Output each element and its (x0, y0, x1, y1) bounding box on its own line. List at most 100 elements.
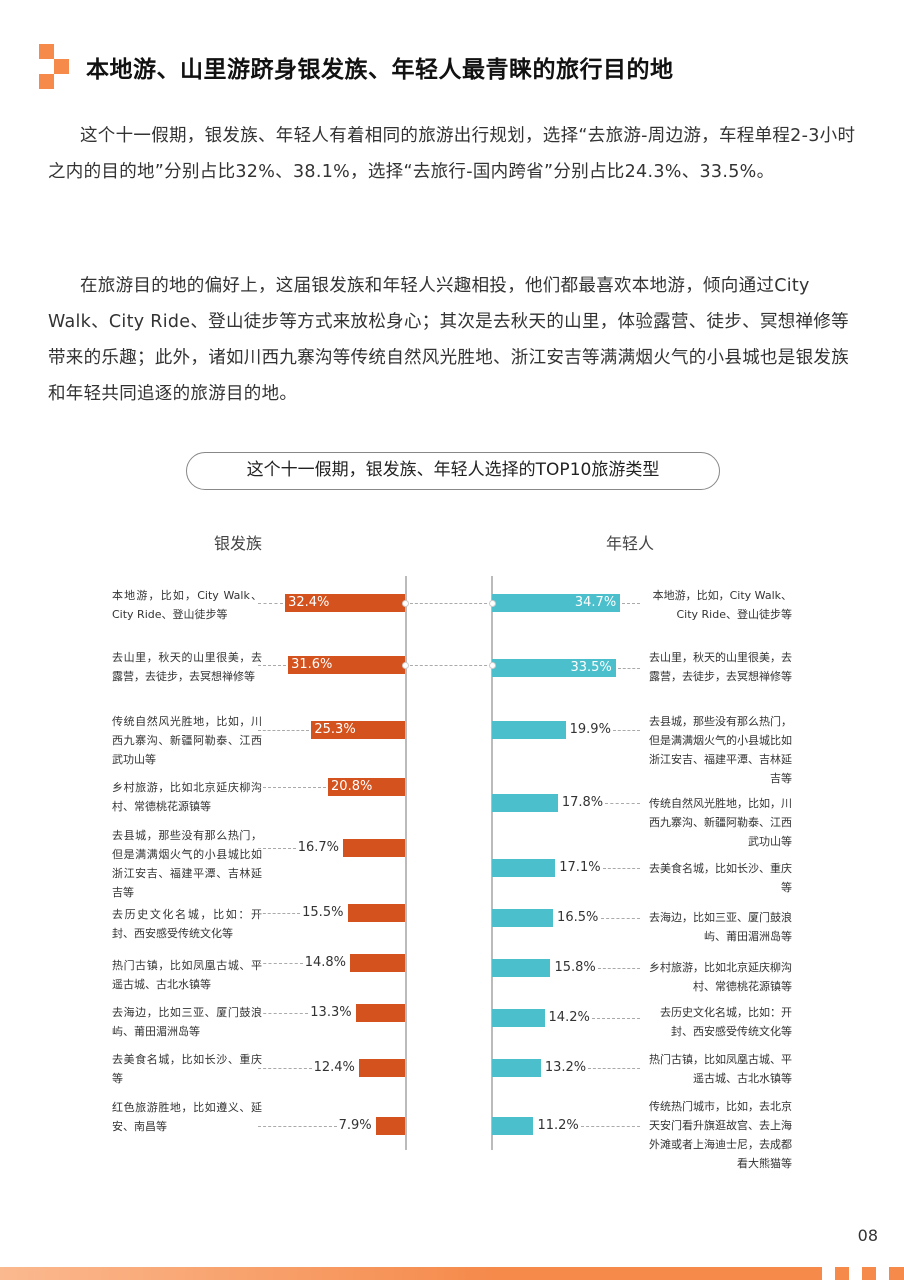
category-label: 热门古镇，比如凤凰古城、平遥古城、古北水镇等 (112, 959, 262, 991)
bar (343, 839, 405, 857)
data-label: 33.5% (570, 660, 612, 675)
data-label: 16.7% (297, 840, 340, 855)
category-label: 乡村旅游，比如北京延庆柳沟村、常德桃花源镇等 (112, 781, 262, 813)
bar (492, 794, 558, 812)
category-label: 传统自然风光胜地，比如，川西九寨沟、新疆阿勒泰、江西武功山等 (649, 797, 792, 848)
data-label: 25.3% (314, 722, 356, 737)
footer-square-icon (835, 1267, 849, 1280)
data-label: 14.8% (304, 955, 347, 970)
bar (492, 959, 551, 977)
bar (492, 659, 616, 677)
footer-square-icon (862, 1267, 876, 1280)
leader-line (258, 963, 303, 964)
data-label: 11.2% (537, 1118, 579, 1133)
data-label: 13.3% (310, 1005, 352, 1020)
left-axis (405, 576, 407, 1150)
right-axis (491, 576, 493, 1150)
paragraph: 在旅游目的地的偏好上，这届银发族和年轻人兴趣相投，他们都最喜欢本地游，倾向通过C… (48, 276, 849, 404)
leader-line (258, 665, 287, 666)
bar (355, 1004, 405, 1022)
axis-connector-line (405, 665, 492, 666)
leader-line (258, 787, 327, 788)
series-name-left: 银发族 (214, 534, 263, 553)
leader-line (258, 1013, 309, 1014)
category-label: 本地游，比如，City Walk、City Ride、登山徒步等 (652, 589, 792, 621)
leader-line (597, 968, 640, 969)
paragraph: 这个十一假期，银发族、年轻人有着相同的旅游出行规划，选择“去旅游-周边游，车程单… (48, 126, 856, 182)
bar (359, 1059, 405, 1077)
bar (311, 721, 405, 739)
connector-dot-icon (402, 600, 409, 607)
data-label: 19.9% (569, 722, 611, 737)
category-label: 传统自然风光胜地，比如，川西九寨沟、新疆阿勒泰、江西武功山等 (112, 715, 262, 766)
leader-line (613, 730, 640, 731)
footer-bar (0, 1267, 822, 1280)
series-name-right: 年轻人 (606, 534, 655, 553)
bar (492, 1059, 541, 1077)
data-label: 20.8% (331, 779, 373, 794)
bar (492, 721, 566, 739)
bar (347, 904, 405, 922)
data-label: 17.1% (559, 860, 601, 875)
leader-line (580, 1126, 640, 1127)
leader-line (602, 868, 640, 869)
category-label: 去海边，比如三亚、厦门鼓浪屿、莆田湄洲岛等 (112, 1006, 262, 1038)
bar (375, 1117, 405, 1135)
data-label: 13.2% (544, 1060, 587, 1075)
page-title: 本地游、山里游跻身银发族、年轻人最青睐的旅行目的地 (86, 57, 674, 83)
footer-square-icon (889, 1267, 904, 1280)
category-label: 去美食名城，比如长沙、重庆等 (112, 1053, 262, 1085)
data-label: 15.8% (554, 960, 596, 975)
logo-square-icon (39, 74, 54, 89)
connector-dot-icon (489, 662, 496, 669)
category-label: 热门古镇，比如凤凰古城、平遥古城、古北水镇等 (649, 1053, 792, 1085)
bar (492, 859, 556, 877)
data-label: 15.5% (302, 905, 344, 920)
leader-line (600, 918, 640, 919)
bar (285, 594, 405, 612)
leader-line (258, 730, 310, 731)
data-label: 12.4% (313, 1060, 355, 1075)
bar (492, 1117, 534, 1135)
connector-dot-icon (489, 600, 496, 607)
data-label: 17.8% (561, 795, 604, 810)
data-label: 14.2% (548, 1010, 590, 1025)
connector-dot-icon (402, 662, 409, 669)
bar (288, 656, 405, 674)
category-label: 去美食名城，比如长沙、重庆等 (649, 862, 792, 894)
leader-line (258, 848, 296, 849)
category-label: 去历史文化名城，比如：开封、西安感受传统文化等 (660, 1006, 792, 1038)
chart-title: 这个十一假期，银发族、年轻人选择的TOP10旅游类型 (186, 452, 720, 490)
leader-line (617, 668, 640, 669)
bar (492, 1009, 545, 1027)
leader-line (592, 1018, 640, 1019)
leader-line (258, 603, 284, 604)
category-label: 传统热门城市，比如，去北京天安门看升旗逛故宫、去上海外滩或者上海迪士尼，去成都看… (649, 1100, 792, 1170)
leader-line (605, 803, 640, 804)
leader-line (258, 913, 301, 914)
leader-line (588, 1068, 640, 1069)
data-label: 34.7% (574, 595, 617, 610)
leader-line (622, 603, 640, 604)
logo-square-icon (54, 59, 69, 74)
data-label: 7.9% (338, 1118, 372, 1133)
data-label: 16.5% (557, 910, 599, 925)
category-label: 本地游，比如，City Walk、City Ride、登山徒步等 (112, 589, 262, 621)
data-label: 32.4% (288, 595, 330, 610)
category-label: 去海边，比如三亚、厦门鼓浪屿、莆田湄洲岛等 (649, 911, 792, 943)
page-number: 08 (857, 1226, 878, 1245)
bar (350, 954, 405, 972)
category-label: 去县城，那些没有那么热门，但是满满烟火气的小县城比如浙江安吉、福建平潭、吉林延吉… (649, 715, 792, 785)
data-label: 31.6% (291, 657, 333, 672)
axis-connector-line (405, 603, 492, 604)
category-label: 去山里，秋天的山里很美，去露营，去徒步，去冥想禅修等 (649, 651, 792, 683)
logo-square-icon (39, 44, 54, 59)
category-label: 去历史文化名城，比如：开封、西安感受传统文化等 (112, 908, 262, 940)
leader-line (258, 1126, 337, 1127)
leader-line (258, 1068, 312, 1069)
bar (492, 909, 554, 927)
category-label: 去山里，秋天的山里很美，去露营，去徒步，去冥想禅修等 (112, 651, 262, 683)
bar (492, 594, 621, 612)
category-label: 去县城，那些没有那么热门，但是满满烟火气的小县城比如浙江安吉、福建平潭、吉林延吉… (112, 829, 262, 899)
category-label: 红色旅游胜地，比如遵义、延安、南昌等 (112, 1101, 262, 1133)
